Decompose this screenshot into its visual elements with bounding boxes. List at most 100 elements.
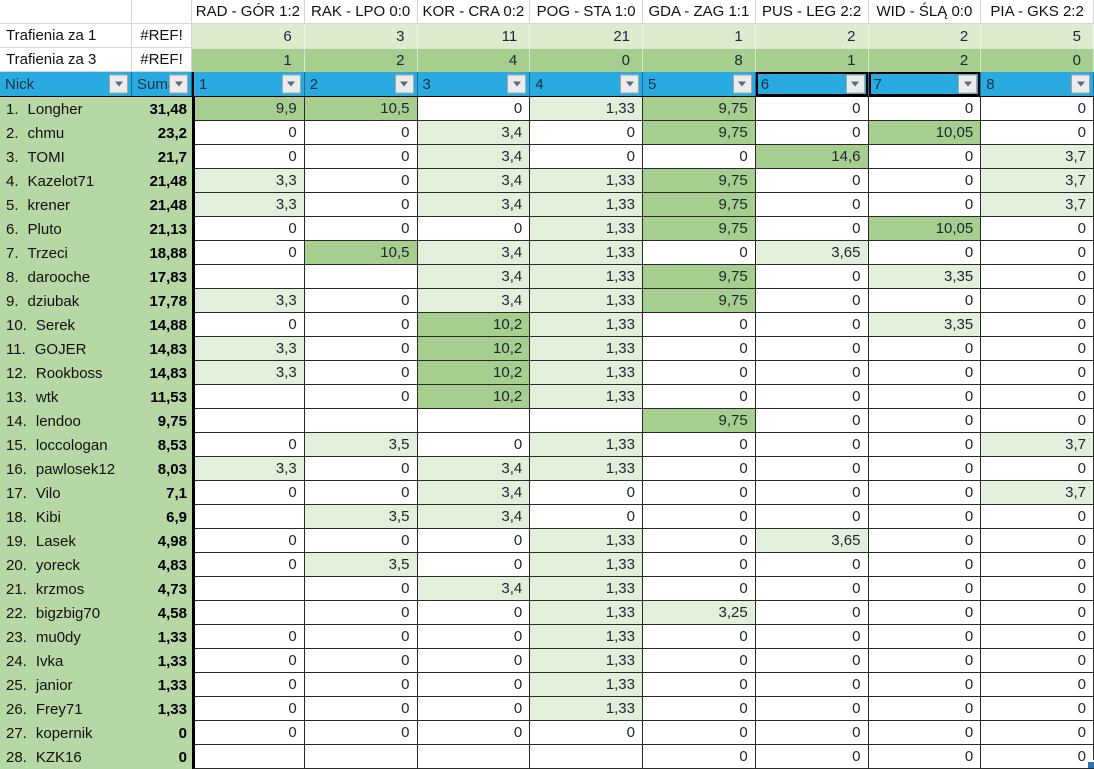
player-suma-cell[interactable]: 4,83 [132,553,192,577]
score-cell[interactable]: 0 [981,673,1094,697]
score-cell[interactable]: 3,5 [304,553,418,577]
stat-value-cell[interactable]: 3 [304,24,418,48]
player-suma-cell[interactable]: 0 [132,745,192,769]
score-cell[interactable]: 0 [868,505,982,529]
score-cell[interactable]: 9,75 [643,121,756,145]
score-cell[interactable]: 3,3 [192,193,305,217]
score-cell[interactable]: 0 [981,697,1094,721]
score-cell[interactable] [192,577,305,601]
score-cell[interactable]: 0 [981,529,1094,553]
filter-column-header[interactable]: 1 [192,72,305,96]
player-suma-cell[interactable]: 9,75 [132,409,192,433]
score-cell[interactable]: 0 [868,337,982,361]
stats-label-cell[interactable]: Trafienia za 1 [0,24,132,48]
player-suma-cell[interactable]: 1,33 [132,697,192,721]
match-header-cell[interactable]: GDA - ZAG 1:1 [643,0,756,24]
filter-column-header[interactable]: 4 [530,72,643,96]
score-cell[interactable]: 0 [755,505,869,529]
score-cell[interactable]: 0 [304,481,418,505]
filter-column-header[interactable]: 8 [981,72,1094,96]
score-cell[interactable]: 0 [304,697,418,721]
score-cell[interactable]: 0 [755,577,869,601]
score-cell[interactable] [530,409,643,433]
match-header-cell[interactable]: KOR - CRA 0:2 [417,0,531,24]
player-name-cell[interactable]: 3. TOMI [0,145,132,169]
player-name-cell[interactable]: 18. Kibi [0,505,132,529]
score-cell[interactable]: 0 [755,481,869,505]
player-suma-cell[interactable]: 17,78 [132,289,192,313]
score-cell[interactable]: 0 [643,145,756,169]
score-cell[interactable]: 1,33 [530,697,643,721]
player-suma-cell[interactable]: 0 [132,721,192,745]
player-name-cell[interactable]: 9. dziubak [0,289,132,313]
score-cell[interactable]: 0 [981,745,1094,769]
score-cell[interactable]: 1,33 [530,313,643,337]
player-suma-cell[interactable]: 7,1 [132,481,192,505]
score-cell[interactable]: 0 [304,649,418,673]
score-cell[interactable]: 0 [192,529,305,553]
score-cell[interactable]: 0 [192,217,305,241]
filter-dropdown-button[interactable] [394,74,414,94]
player-name-cell[interactable]: 23. mu0dy [0,625,132,649]
stat-value-cell[interactable]: 0 [981,48,1094,72]
score-cell[interactable]: 0 [981,649,1094,673]
score-cell[interactable]: 9,75 [643,409,756,433]
score-cell[interactable]: 0 [304,673,418,697]
filter-dropdown-button[interactable] [281,74,301,94]
score-cell[interactable]: 0 [868,721,982,745]
score-cell[interactable]: 10,2 [417,313,531,337]
score-cell[interactable]: 0 [304,385,418,409]
selection-fill-handle[interactable] [1086,760,1094,768]
score-cell[interactable]: 10,05 [868,217,982,241]
score-cell[interactable]: 1,33 [530,385,643,409]
score-cell[interactable]: 14,6 [755,145,869,169]
score-cell[interactable]: 10,5 [304,97,418,121]
score-cell[interactable]: 0 [643,385,756,409]
score-cell[interactable]: 0 [981,265,1094,289]
score-cell[interactable]: 0 [981,241,1094,265]
score-cell[interactable]: 0 [643,433,756,457]
score-cell[interactable]: 0 [755,289,869,313]
score-cell[interactable]: 0 [417,721,531,745]
score-cell[interactable]: 0 [304,577,418,601]
score-cell[interactable]: 0 [643,313,756,337]
score-cell[interactable]: 3,3 [192,457,305,481]
score-cell[interactable]: 3,4 [417,145,531,169]
score-cell[interactable]: 0 [755,217,869,241]
score-cell[interactable]: 0 [981,457,1094,481]
score-cell[interactable]: 0 [755,601,869,625]
score-cell[interactable]: 1,33 [530,193,643,217]
player-suma-cell[interactable]: 8,03 [132,457,192,481]
score-cell[interactable] [530,745,643,769]
player-suma-cell[interactable]: 21,7 [132,145,192,169]
player-suma-cell[interactable]: 14,88 [132,313,192,337]
score-cell[interactable]: 0 [868,145,982,169]
stats-label-cell[interactable]: Trafienia za 3 [0,48,132,72]
stat-value-cell[interactable]: 2 [868,48,982,72]
score-cell[interactable]: 0 [868,193,982,217]
player-name-cell[interactable]: 21. krzmos [0,577,132,601]
score-cell[interactable]: 0 [643,481,756,505]
score-cell[interactable]: 0 [643,505,756,529]
score-cell[interactable]: 3,3 [192,169,305,193]
score-cell[interactable]: 0 [755,457,869,481]
filter-dropdown-button[interactable] [620,74,639,94]
score-cell[interactable]: 0 [643,649,756,673]
ref-error-cell[interactable]: #REF! [132,48,192,72]
player-suma-cell[interactable]: 1,33 [132,649,192,673]
score-cell[interactable]: 0 [643,721,756,745]
score-cell[interactable]: 0 [981,217,1094,241]
player-name-cell[interactable]: 7. Trzeci [0,241,132,265]
player-name-cell[interactable]: 4. Kazelot71 [0,169,132,193]
score-cell[interactable]: 0 [417,697,531,721]
score-cell[interactable]: 0 [755,697,869,721]
score-cell[interactable]: 0 [643,577,756,601]
filter-nick-header[interactable]: Nick [0,72,132,96]
filter-dropdown-button[interactable] [507,74,527,94]
score-cell[interactable]: 1,33 [530,97,643,121]
score-cell[interactable]: 1,33 [530,241,643,265]
score-cell[interactable]: 0 [868,385,982,409]
score-cell[interactable]: 0 [530,145,643,169]
score-cell[interactable]: 0 [981,577,1094,601]
score-cell[interactable]: 0 [868,649,982,673]
